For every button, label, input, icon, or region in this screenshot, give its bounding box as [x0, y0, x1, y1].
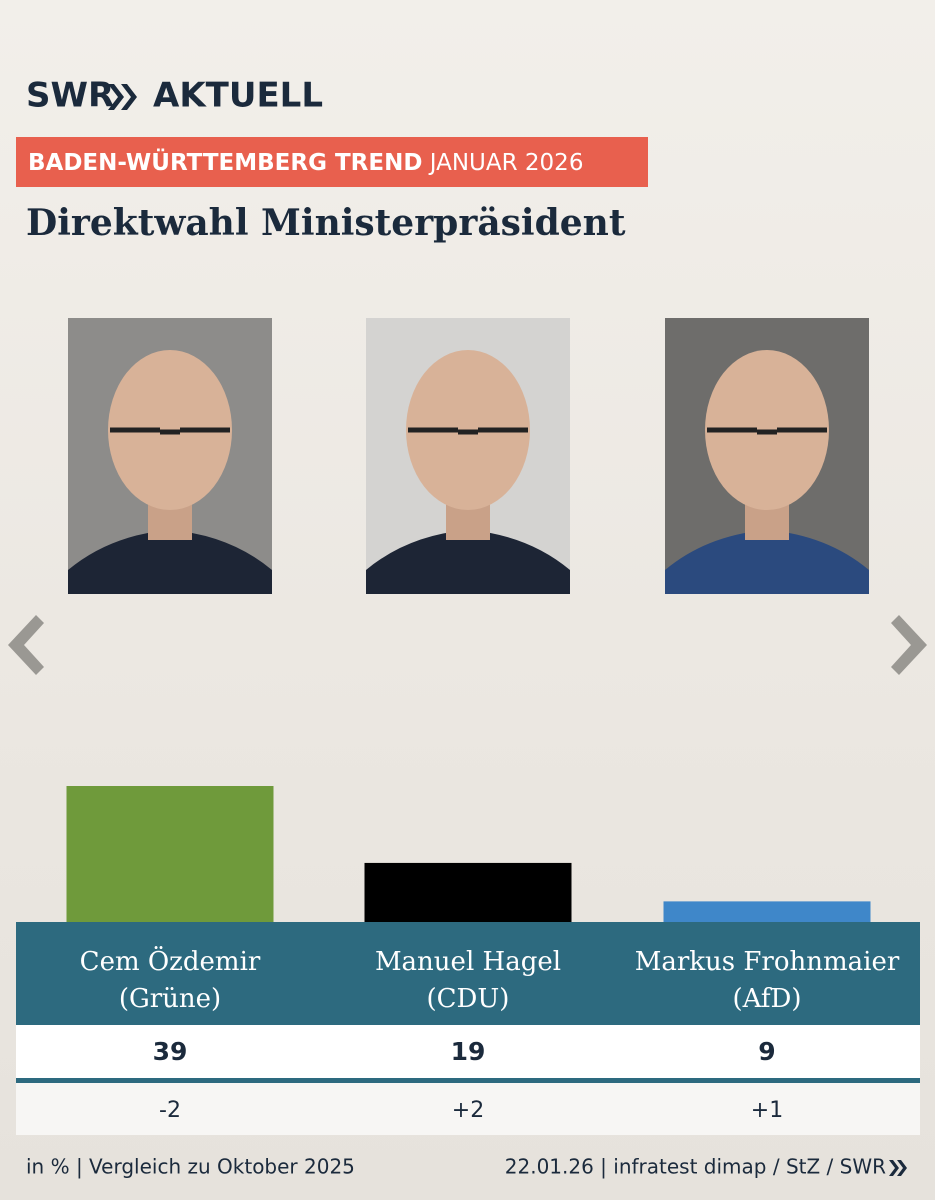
candidate-name: Manuel Hagel	[375, 947, 561, 977]
portrait	[366, 318, 570, 594]
candidate-name: Cem Özdemir	[80, 945, 261, 977]
prev-arrow[interactable]	[8, 615, 44, 675]
portrait-body	[665, 530, 869, 594]
change-label: +1	[751, 1098, 783, 1123]
row-divider	[16, 1078, 920, 1083]
next-arrow[interactable]	[891, 615, 927, 675]
value-label: 9	[758, 1037, 775, 1066]
value-label: 19	[451, 1037, 486, 1066]
kicker-date: JANUAR 2026	[428, 150, 584, 176]
source-arrows	[889, 1160, 907, 1176]
brand-arrows	[108, 84, 137, 110]
portrait	[68, 318, 272, 594]
source: 22.01.26 | infratest dimap / StZ / SWR	[505, 1155, 886, 1179]
change-label: -2	[159, 1098, 181, 1123]
kicker-topic: BADEN-WÜRTTEMBERG TREND	[28, 148, 422, 176]
nav-arrows[interactable]	[8, 615, 927, 675]
portrait-body	[366, 530, 570, 594]
bar	[66, 786, 274, 936]
name-band	[16, 922, 920, 1025]
kicker-box	[16, 137, 648, 187]
portrait-glasses	[707, 427, 827, 435]
candidate-party: (Grüne)	[119, 984, 221, 1014]
candidate-party: (AfD)	[732, 984, 801, 1014]
change-label: +2	[452, 1098, 484, 1123]
portrait-glasses	[110, 427, 230, 435]
brand-suffix: AKTUELL	[153, 76, 323, 116]
portrait-body	[68, 530, 272, 594]
candidate-party: (CDU)	[427, 984, 510, 1014]
chart-title: Direktwahl Ministerpräsident	[26, 202, 626, 244]
footnote: in % | Vergleich zu Oktober 2025	[26, 1155, 355, 1179]
candidate-name: Markus Frohnmaier	[635, 947, 900, 977]
kicker: BADEN-WÜRTTEMBERG TREND JANUAR 2026	[28, 148, 583, 176]
value-row	[16, 1025, 920, 1078]
change-row	[16, 1083, 920, 1135]
value-label: 39	[153, 1037, 188, 1066]
brand: SWR	[26, 76, 114, 116]
portrait-glasses	[408, 427, 528, 435]
portrait	[665, 318, 869, 594]
